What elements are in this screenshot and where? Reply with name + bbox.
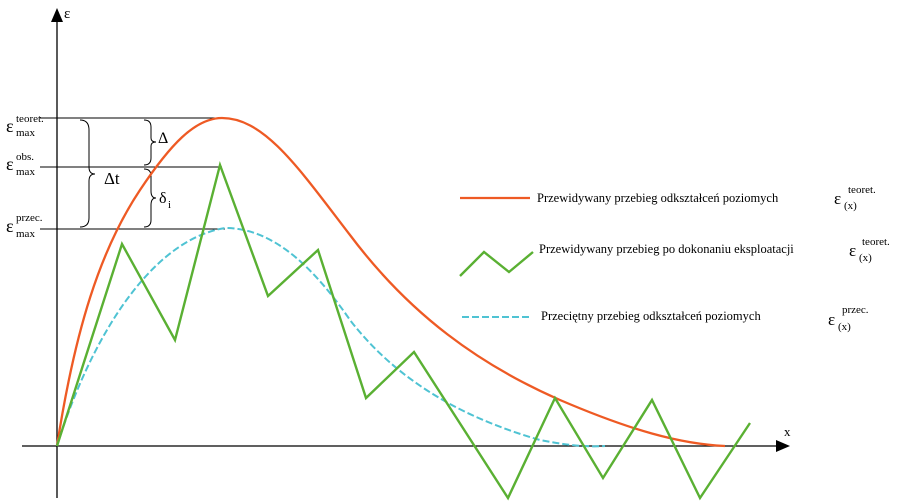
brace-delta (143, 119, 157, 166)
svg-text:teoret.: teoret. (848, 184, 876, 196)
svg-text:ε: ε (849, 241, 856, 260)
average-curve (56, 226, 606, 448)
svg-text:(x): (x) (844, 200, 857, 212)
observed-zigzag (55, 160, 751, 501)
svg-text:teoret.: teoret. (16, 113, 44, 125)
y-axis-arrow (51, 8, 63, 22)
delta-label: Δ (158, 130, 168, 147)
svg-text:Przeciętny przebieg odkształce: Przeciętny przebieg odkształceń poziomyc… (541, 309, 761, 323)
svg-text:(x): (x) (838, 321, 851, 333)
svg-text:ε: ε (6, 154, 14, 174)
svg-text:ε: ε (6, 216, 14, 236)
svg-text:max: max (16, 166, 35, 178)
theoretical-curve (55, 116, 726, 448)
svg-text:δ: δ (159, 190, 167, 207)
brace-delta-i (143, 168, 157, 228)
legend-swatch-observed (459, 250, 534, 277)
y-axis-label: ε (64, 6, 70, 22)
svg-text:max: max (16, 228, 35, 240)
level-label-teoret: ε teoret. max (6, 113, 44, 139)
legend-item-average: Przeciętny przebieg odkształceń poziomyc… (462, 304, 869, 333)
legend: Przewidywany przebieg odkształceń poziom… (459, 184, 890, 333)
legend-item-theoretical: Przewidywany przebieg odkształceń poziom… (460, 184, 876, 212)
x-axis-arrow (776, 440, 790, 452)
svg-text:przec.: przec. (842, 304, 869, 316)
level-label-obs: ε obs. max (6, 151, 35, 178)
delta-i-label: δ i (159, 190, 171, 211)
svg-text:przec.: przec. (16, 212, 43, 224)
legend-item-observed: Przewidywany przebieg po dokonaniu ekspl… (459, 236, 890, 277)
svg-text:(x): (x) (859, 252, 872, 264)
svg-text:obs.: obs. (16, 151, 34, 163)
svg-text:Przewidywany przebieg odkształ: Przewidywany przebieg odkształceń poziom… (537, 191, 779, 205)
svg-text:max: max (16, 127, 35, 139)
svg-text:ε: ε (828, 310, 835, 329)
svg-text:Przewidywany przebieg po dokon: Przewidywany przebieg po dokonaniu ekspl… (539, 242, 794, 256)
x-axis-label: x (784, 424, 791, 439)
svg-text:i: i (168, 199, 171, 211)
svg-text:teoret.: teoret. (862, 236, 890, 248)
delta-t-label: Δt (104, 169, 120, 188)
brace-delta-t (79, 119, 96, 228)
svg-text:ε: ε (834, 189, 841, 208)
level-label-przec: ε przec. max (6, 212, 43, 240)
svg-text:ε: ε (6, 116, 14, 136)
